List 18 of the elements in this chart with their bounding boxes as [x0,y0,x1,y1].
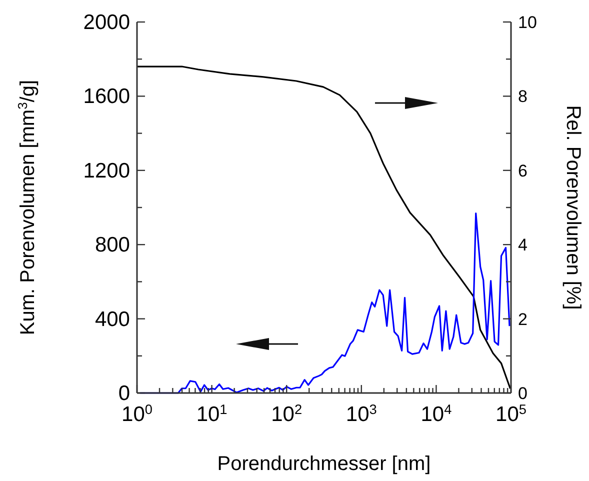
y-tick-label: 800 [94,234,130,257]
x-axis-title: Porendurchmesser [nm] [217,453,431,475]
y2-tick-label: 6 [518,161,528,180]
x-tick-label: 10$^{1}$ [196,402,228,426]
y2-tick-label: 0 [518,384,528,403]
x-tick-label: 10$^{2}$ [271,402,302,426]
y-tick-label: 1600 [83,85,130,108]
y2-tick-label: 8 [518,87,528,106]
y2-tick-label: 10 [518,13,537,32]
x-tick-label: 10$^{5}$ [496,402,527,426]
y-tick-label: 2000 [83,11,130,34]
y-tick-label: 1200 [83,159,130,182]
y2-tick-label: 2 [518,310,528,329]
x-tick-label: 10$^{4}$ [420,402,452,426]
y-tick-label: 400 [94,308,130,331]
x-tick-label: 10$^{3}$ [346,402,377,426]
y2-tick-label: 4 [518,236,528,255]
y2-axis-title: Rel. Porenvolumen [%] [562,105,584,310]
